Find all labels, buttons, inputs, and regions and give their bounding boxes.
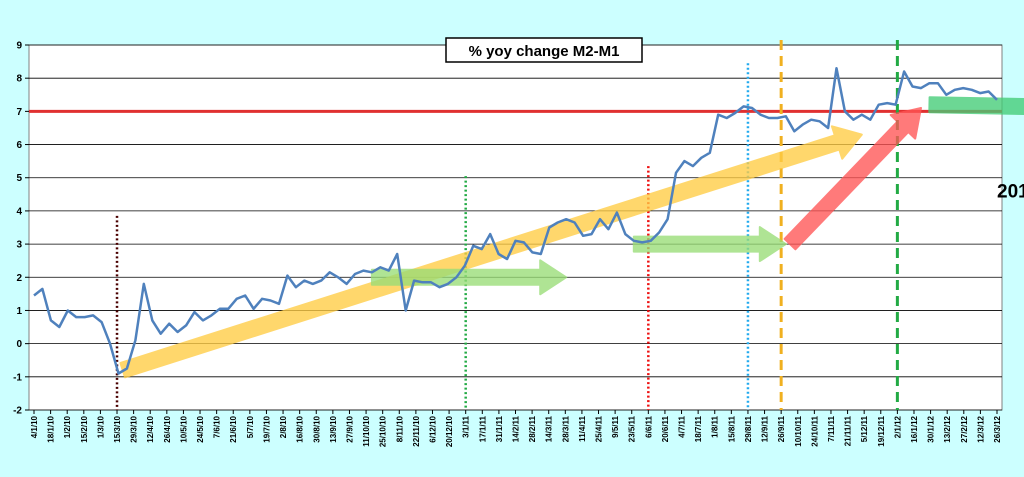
annotation-label: 2011 Q4 <box>997 182 1024 203</box>
x-tick-label: 10/10/11 <box>794 415 803 446</box>
x-tick-label: 5/12/11 <box>860 415 869 442</box>
x-tick-label: 18/7/11 <box>694 415 703 442</box>
x-tick-label: 29/3/10 <box>130 415 139 442</box>
series-lines <box>33 66 998 375</box>
x-tick-label: 2/1/12 <box>893 415 902 438</box>
x-tick-label: 29/8/11 <box>744 415 753 442</box>
x-tick-label: 15/8/11 <box>727 415 736 442</box>
x-tick-label: 31/1/11 <box>495 415 504 442</box>
x-tick-label: 4/1/10 <box>30 415 39 438</box>
x-tick-label: 11/4/11 <box>578 415 587 441</box>
y-tick-label: 6 <box>16 140 22 151</box>
x-tick-label: 21/6/10 <box>229 415 238 442</box>
x-tick-label: 24/10/11 <box>810 415 819 446</box>
x-tick-label: 3/1/11 <box>462 415 471 437</box>
x-tick-label: 18/1/10 <box>47 415 56 442</box>
y-axis-ticks: -2 -1 0 1 2 3 4 5 6 7 8 9 <box>13 41 29 417</box>
trend-arrow <box>928 96 1024 116</box>
x-tick-label: 19/7/10 <box>262 415 271 442</box>
x-tick-label: 5/7/10 <box>246 415 255 438</box>
x-tick-label: 16/8/10 <box>296 415 305 442</box>
x-tick-label: 27/2/12 <box>960 415 969 442</box>
x-tick-label: 25/10/10 <box>379 415 388 447</box>
x-tick-label: 28/3/11 <box>561 415 570 442</box>
x-tick-label: 1/3/10 <box>96 415 105 438</box>
annotations: 2011 Q42012 Q1 <box>997 182 1024 203</box>
x-tick-label: 17/1/11 <box>478 415 487 442</box>
x-tick-label: 4/7/11 <box>678 415 687 437</box>
x-tick-label: 13/2/12 <box>943 415 952 442</box>
y-tick-label: 4 <box>16 206 22 217</box>
x-tick-label: 20/6/11 <box>661 415 670 442</box>
x-tick-label: 7/11/11 <box>827 415 836 441</box>
y-tick-label: -1 <box>13 372 22 383</box>
x-axis-ticks: 4/1/10 18/1/10 1/2/10 15/2/10 1/3/10 15/3/10 2… <box>30 410 1002 447</box>
x-tick-label: 2/8/10 <box>279 415 288 438</box>
y-tick-label: 9 <box>16 41 22 52</box>
x-tick-label: 1/2/10 <box>63 415 72 438</box>
trend-arrow <box>783 107 922 251</box>
y-tick-label: 5 <box>16 173 22 184</box>
y-tick-label: 0 <box>16 339 22 350</box>
x-tick-label: 14/3/11 <box>545 415 554 442</box>
x-tick-label: 20/12/10 <box>445 415 454 447</box>
x-tick-label: 26/3/12 <box>993 415 1002 442</box>
trend-arrow <box>119 125 863 379</box>
x-tick-label: 27/9/10 <box>345 415 354 442</box>
x-tick-label: 12/9/11 <box>761 415 770 442</box>
x-tick-label: 12/4/10 <box>146 415 155 442</box>
x-tick-label: 8/11/10 <box>395 415 404 442</box>
y-tick-label: 3 <box>16 240 22 251</box>
x-tick-label: 23/5/11 <box>628 415 637 442</box>
x-tick-label: 15/3/10 <box>113 415 122 442</box>
x-tick-label: 6/12/10 <box>428 415 437 442</box>
y-tick-label: 2 <box>16 273 22 284</box>
x-tick-label: 26/4/10 <box>163 415 172 442</box>
x-tick-label: 11/10/10 <box>362 415 371 446</box>
chart-title: % yoy change M2-M1 <box>469 43 620 60</box>
x-tick-label: 30/8/10 <box>312 415 321 442</box>
x-tick-label: 16/1/12 <box>910 415 919 442</box>
x-tick-label: 13/9/10 <box>329 415 338 442</box>
x-tick-label: 22/11/10 <box>412 415 421 446</box>
y-tick-label: 8 <box>16 74 22 85</box>
x-tick-label: 28/2/11 <box>528 415 537 442</box>
x-tick-label: 26/9/11 <box>777 415 786 442</box>
x-tick-label: 30/1/12 <box>927 415 936 442</box>
x-tick-label: 25/4/11 <box>595 415 604 442</box>
x-tick-label: 12/3/12 <box>976 415 985 442</box>
x-tick-label: 19/12/11 <box>877 415 886 446</box>
series-line <box>33 66 998 375</box>
y-tick-label: -2 <box>13 406 22 417</box>
chart-title-box: % yoy change M2-M1 <box>445 37 643 63</box>
x-tick-label: 7/6/10 <box>213 415 222 438</box>
x-tick-label: 1/8/11 <box>711 415 720 437</box>
x-tick-label: 10/5/10 <box>179 415 188 442</box>
x-tick-label: 15/2/10 <box>80 415 89 442</box>
x-tick-label: 14/2/11 <box>512 415 521 442</box>
y-tick-label: 1 <box>16 306 22 317</box>
x-tick-label: 9/5/11 <box>611 415 620 437</box>
x-tick-label: 6/6/11 <box>644 415 653 437</box>
x-tick-label: 21/11/11 <box>844 415 853 446</box>
y-tick-label: 7 <box>16 107 22 118</box>
x-tick-label: 24/5/10 <box>196 415 205 442</box>
